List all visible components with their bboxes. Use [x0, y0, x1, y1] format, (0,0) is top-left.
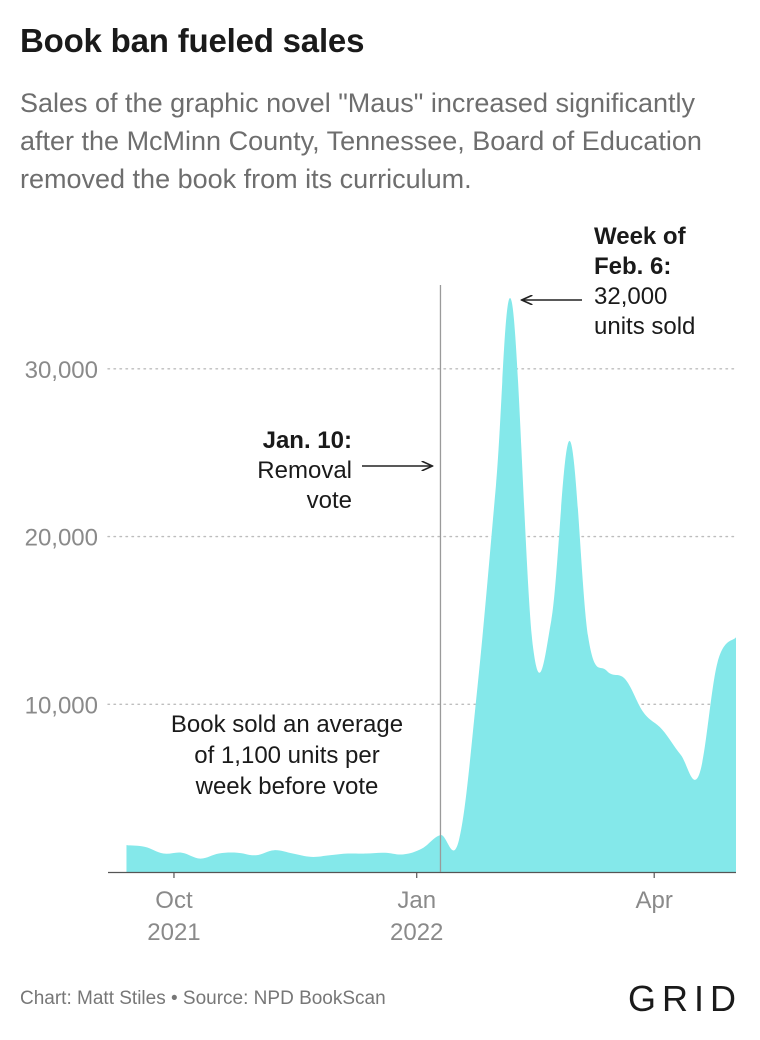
removal-annotation-text: vote [307, 487, 352, 514]
peak-annotation-text: 32,000 [594, 283, 667, 310]
x-tick-sublabel: 2021 [147, 919, 200, 946]
average-annotation-text: of 1,100 units per [194, 742, 379, 769]
y-tick-label: 10,000 [25, 692, 98, 719]
x-tick-label: Oct [155, 887, 193, 914]
x-tick-label: Jan [397, 887, 436, 914]
peak-annotation-title: Feb. 6: [594, 253, 671, 280]
removal-annotation-title: Jan. 10: [263, 427, 352, 454]
chart-title: Book ban fueled sales [20, 22, 365, 59]
grid-logo: GRID [628, 978, 742, 1019]
source-credit: Chart: Matt Stiles • Source: NPD BookSca… [20, 988, 386, 1009]
y-tick-label: 30,000 [25, 357, 98, 384]
chart-subtitle: Sales of the graphic novel "Maus" increa… [20, 88, 702, 194]
sales-area [126, 298, 737, 873]
x-tick-label: Apr [636, 887, 673, 914]
average-annotation-text: week before vote [195, 773, 379, 800]
peak-annotation-text: units sold [594, 313, 695, 340]
average-annotation-text: Book sold an average [171, 711, 403, 738]
y-tick-label: 20,000 [25, 525, 98, 552]
removal-annotation-text: Removal [257, 457, 352, 484]
peak-annotation-title: Week of [594, 223, 687, 250]
x-tick-sublabel: 2022 [390, 919, 443, 946]
